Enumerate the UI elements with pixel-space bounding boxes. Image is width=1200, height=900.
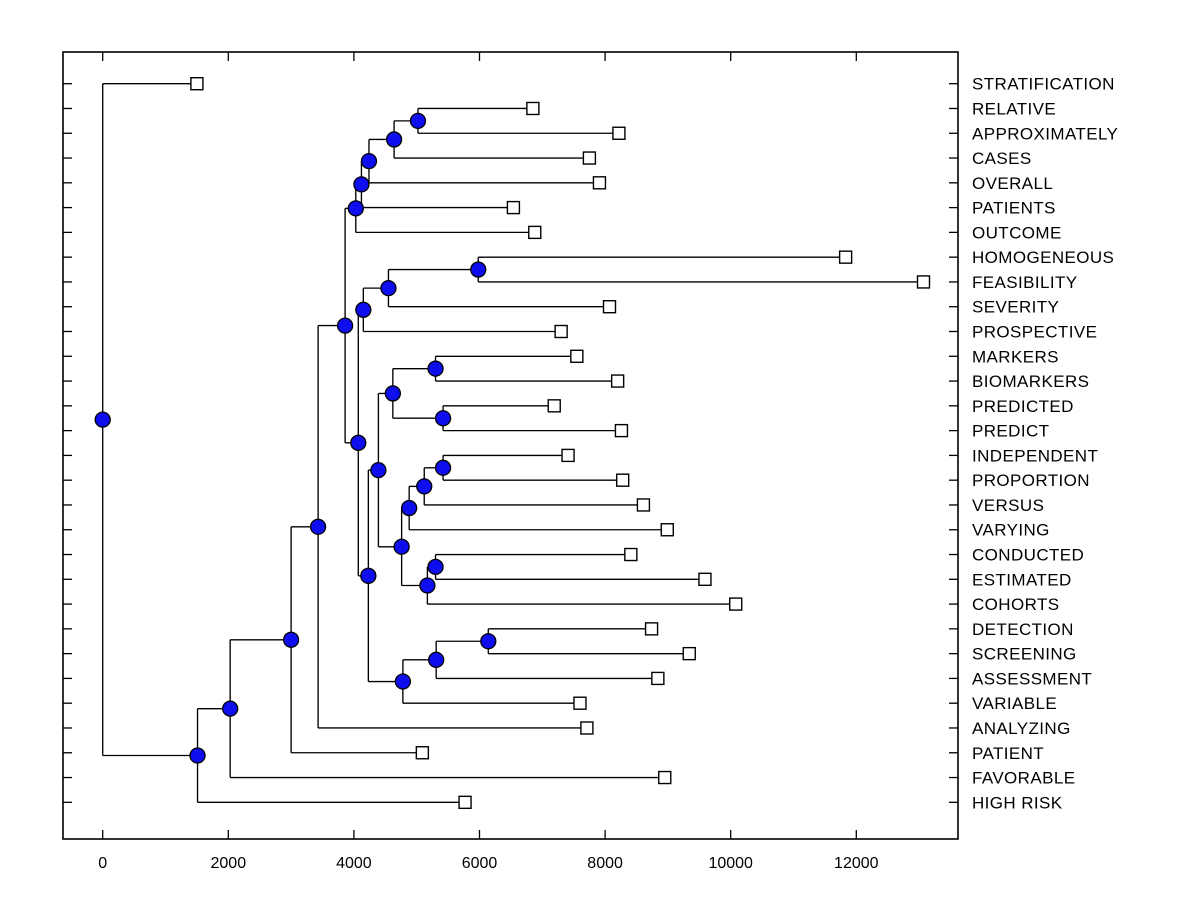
x-tick-label: 0 (98, 855, 107, 872)
leaf-label: ANALYZING (972, 719, 1071, 738)
cluster-node-marker (416, 478, 433, 495)
leaf-label: FAVORABLE (972, 769, 1075, 788)
leaf-marker (624, 547, 638, 562)
leaf-label: CASES (972, 149, 1032, 168)
cluster-node-marker (434, 459, 452, 476)
plot-border (62, 51, 959, 840)
leaf-label: APPROXIMATELY (972, 124, 1118, 143)
leaf-label: ESTIMATED (972, 570, 1072, 589)
leaf-label: FEASIBILITY (972, 273, 1078, 292)
cluster-node-marker (94, 411, 111, 428)
leaf-label: PATIENTS (972, 199, 1056, 218)
leaf-marker (547, 399, 561, 413)
cluster-node-marker (370, 461, 387, 479)
leaf-label: BIOMARKERS (972, 372, 1089, 391)
cluster-node-marker (428, 651, 445, 668)
leaf-marker (838, 250, 853, 264)
leaf-label: HOMOGENEOUS (972, 248, 1114, 267)
leaf-label: PROPORTION (972, 471, 1090, 490)
cluster-node-marker (189, 747, 206, 764)
cluster-node-marker (309, 518, 327, 535)
cluster-node-marker (380, 279, 397, 297)
leaf-label: RELATIVE (972, 99, 1056, 118)
cluster-node-marker (385, 131, 403, 148)
leaf-marker (651, 671, 665, 686)
leaf-marker (526, 101, 540, 116)
leaf-label: HIGH RISK (972, 793, 1063, 812)
leaf-label: VARIABLE (972, 694, 1057, 713)
leaf-label: PREDICT (972, 422, 1049, 441)
x-tick-label: 2000 (211, 855, 247, 872)
cluster-node-marker (419, 577, 436, 594)
cluster-node-marker (222, 700, 239, 717)
cluster-node-marker (427, 558, 444, 576)
cluster-node-marker (355, 301, 372, 318)
leaf-marker (554, 324, 568, 339)
cluster-node-marker (409, 112, 427, 130)
cluster-node-marker (393, 538, 410, 555)
leaf-marker (415, 746, 430, 760)
cluster-node-marker (360, 567, 377, 584)
leaf-label: STRATIFICATION (972, 75, 1115, 94)
cluster-node-marker (384, 385, 401, 402)
leaf-marker (528, 225, 542, 240)
cluster-node-marker (470, 261, 487, 278)
leaf-marker (561, 448, 575, 463)
cluster-node-marker (434, 410, 452, 427)
leaf-marker (636, 498, 651, 512)
x-tick-label: 10000 (708, 855, 753, 872)
cluster-node-marker (350, 434, 367, 451)
leaf-label: SCREENING (972, 645, 1077, 664)
cluster-node-marker (353, 176, 370, 193)
cluster-node-marker (360, 152, 378, 170)
leaf-label: PREDICTED (972, 397, 1074, 416)
leaf-marker (644, 622, 659, 636)
leaf-marker (573, 696, 587, 710)
leaf-marker (682, 646, 696, 661)
leaf-marker (458, 795, 472, 810)
cluster-node-marker (401, 499, 418, 517)
leaf-label: MARKERS (972, 347, 1059, 366)
leaf-marker (916, 275, 931, 289)
x-tick-label: 12000 (834, 855, 879, 872)
leaf-marker (660, 523, 674, 537)
x-tick-label: 8000 (587, 855, 623, 872)
cluster-node-marker (347, 200, 364, 217)
leaf-label: COHORTS (972, 595, 1060, 614)
leaf-marker (190, 76, 204, 91)
leaf-label: CONDUCTED (972, 546, 1084, 565)
leaf-label: OVERALL (972, 174, 1053, 193)
leaf-marker (612, 126, 626, 140)
leaf-marker (614, 423, 629, 438)
leaf-marker (698, 572, 712, 586)
leaf-marker (582, 151, 597, 165)
leaf-label: OUTCOME (972, 223, 1062, 242)
leaf-label: SEVERITY (972, 298, 1059, 317)
cluster-node-marker (282, 631, 300, 648)
leaf-marker (602, 300, 617, 314)
leaf-marker (610, 374, 625, 388)
leaf-label: INDEPENDENT (972, 446, 1098, 465)
cluster-node-marker (336, 317, 354, 334)
leaf-label: ASSESSMENT (972, 669, 1092, 688)
leaf-label: PATIENT (972, 744, 1044, 763)
leaf-label: PROSPECTIVE (972, 323, 1097, 342)
leaf-marker (615, 473, 630, 487)
leaf-marker (506, 200, 521, 215)
leaf-marker (592, 176, 607, 190)
leaf-marker (729, 597, 743, 611)
cluster-node-marker (394, 673, 412, 690)
leaf-label: DETECTION (972, 620, 1074, 639)
leaf-label: VERSUS (972, 496, 1044, 515)
leaf-marker (570, 349, 584, 363)
leaf-marker (580, 721, 594, 735)
cluster-node-marker (427, 360, 444, 377)
leaf-label: VARYING (972, 521, 1050, 540)
x-tick-label: 4000 (336, 855, 372, 872)
leaf-marker (658, 770, 672, 785)
x-tick-label: 6000 (462, 855, 498, 872)
cluster-node-marker (480, 633, 497, 650)
